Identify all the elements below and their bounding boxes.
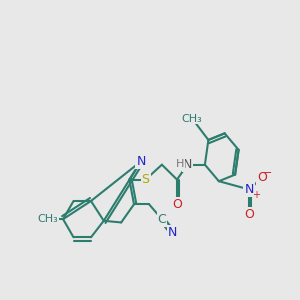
Text: O: O (244, 208, 254, 221)
Text: N: N (183, 158, 192, 171)
Text: CH₃: CH₃ (182, 113, 202, 124)
Text: −: − (263, 168, 272, 178)
Text: N: N (168, 226, 177, 239)
Text: H: H (176, 159, 184, 169)
Text: S: S (142, 173, 150, 186)
Text: O: O (172, 198, 182, 211)
Text: O: O (257, 171, 267, 184)
Text: +: + (253, 190, 260, 200)
Text: CH₃: CH₃ (38, 214, 58, 224)
Text: N: N (244, 183, 254, 196)
Text: N: N (136, 155, 146, 168)
Text: C: C (158, 213, 166, 226)
